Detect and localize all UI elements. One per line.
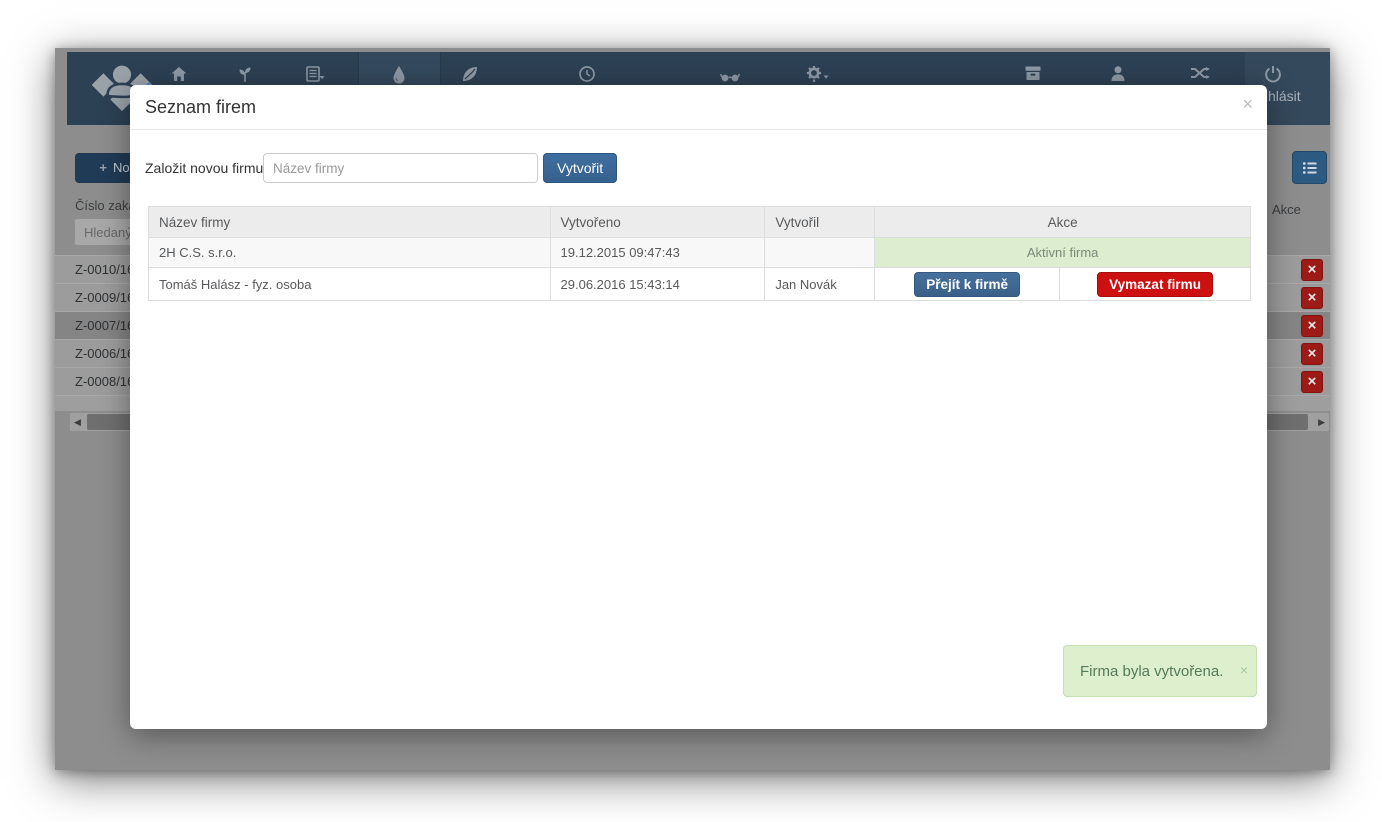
col-name: Název firmy — [148, 206, 551, 238]
delete-order-button[interactable]: × — [1301, 315, 1323, 337]
nav-documents[interactable] — [293, 52, 337, 125]
delete-order-button[interactable]: × — [1301, 343, 1323, 365]
scroll-left-arrow[interactable]: ◀ — [74, 417, 81, 427]
success-toast: Firma byla vytvořena. × — [1063, 645, 1257, 697]
power-icon — [1264, 65, 1282, 88]
delete-firm-button[interactable]: Vymazat firmu — [1097, 271, 1213, 297]
order-number: Z-0008/16 — [75, 374, 135, 389]
leaf-icon — [461, 65, 479, 88]
clock-icon — [578, 65, 596, 88]
nav-user[interactable] — [1096, 52, 1140, 125]
akce-column-header: Akce — [1272, 202, 1301, 217]
home-icon — [170, 65, 188, 88]
water-drop-icon — [391, 65, 407, 90]
plant-icon — [237, 65, 253, 88]
user-icon — [1110, 65, 1126, 87]
nav-water[interactable] — [377, 52, 421, 125]
document-list-icon — [305, 65, 325, 88]
list-view-button[interactable] — [1292, 151, 1327, 184]
firm-creator — [764, 237, 876, 268]
nav-home[interactable] — [157, 52, 201, 125]
delete-order-button[interactable]: × — [1301, 371, 1323, 393]
nav-shuffle[interactable] — [1178, 52, 1222, 125]
nav-history[interactable] — [565, 52, 609, 125]
order-number: Z-0007/16 — [75, 318, 135, 333]
new-firm-form: Založit novou firmu: Vytvořit — [130, 153, 1267, 183]
firm-created: 29.06.2016 15:43:14 — [549, 267, 766, 301]
nav-plant[interactable] — [223, 52, 267, 125]
nav-leaf[interactable] — [448, 52, 492, 125]
order-number: Z-0009/16 — [75, 290, 135, 305]
scroll-right-arrow[interactable]: ▶ — [1318, 417, 1325, 427]
col-creator: Vytvořil — [764, 206, 876, 238]
new-firm-label: Založit novou firmu: — [145, 160, 268, 176]
delete-order-button[interactable]: × — [1301, 287, 1323, 309]
modal-title: Seznam firem — [145, 97, 257, 117]
firm-table-header-row: Název firmy Vytvořeno Vytvořil Akce — [148, 206, 1251, 238]
nav-settings[interactable] — [796, 52, 840, 125]
firm-creator: Jan Novák — [764, 267, 876, 301]
firm-table: Název firmy Vytvořeno Vytvořil Akce 2H C… — [148, 206, 1251, 301]
nav-archive[interactable] — [1011, 52, 1055, 125]
toast-message: Firma byla vytvořena. — [1080, 663, 1224, 680]
firm-created: 19.12.2015 09:47:43 — [549, 237, 766, 268]
order-number: Z-0010/16 — [75, 262, 135, 277]
create-firm-button[interactable]: Vytvořit — [543, 153, 618, 183]
list-view-icon — [1302, 161, 1316, 174]
modal-header: Seznam firem × — [130, 85, 1267, 130]
col-actions: Akce — [874, 206, 1251, 238]
toast-close-icon[interactable]: × — [1239, 662, 1248, 678]
firm-row: Tomáš Halász - fyz. osoba 29.06.2016 15:… — [148, 267, 1251, 301]
modal-close-icon[interactable]: × — [1242, 94, 1253, 114]
shuffle-icon — [1190, 65, 1210, 86]
firm-name: 2H C.S. s.r.o. — [148, 237, 551, 268]
gear-icon — [806, 65, 830, 88]
archive-icon — [1024, 65, 1042, 87]
active-firm-badge: Aktivní firma — [874, 237, 1251, 268]
glasses-icon — [719, 70, 741, 88]
nav-glasses[interactable] — [708, 52, 752, 125]
go-to-firm-button[interactable]: Přejít k firmě — [914, 271, 1021, 297]
delete-order-button[interactable]: × — [1301, 259, 1323, 281]
nav-logout[interactable] — [1251, 52, 1295, 125]
firm-name-input[interactable] — [263, 153, 538, 183]
order-number: Z-0006/16 — [75, 346, 135, 361]
firm-row-active: 2H C.S. s.r.o. 19.12.2015 09:47:43 Aktiv… — [148, 237, 1251, 268]
firm-name: Tomáš Halász - fyz. osoba — [148, 267, 551, 301]
col-created: Vytvořeno — [549, 206, 766, 238]
firm-list-modal: Seznam firem × Založit novou firmu: Vytv… — [130, 85, 1267, 729]
plus-icon: + — [99, 160, 107, 175]
